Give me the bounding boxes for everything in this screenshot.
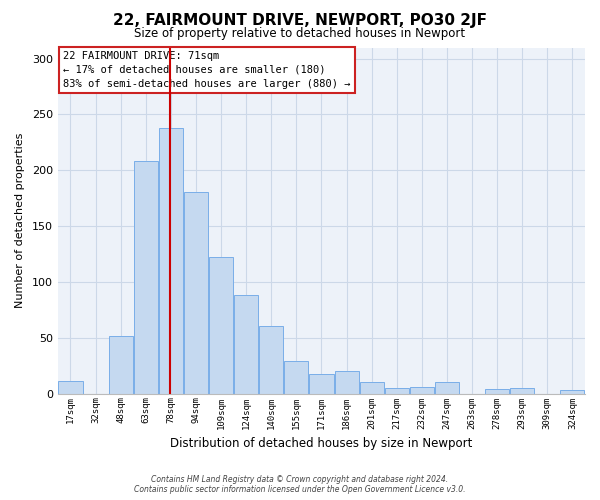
Bar	[234, 296, 258, 394]
Text: 22, FAIRMOUNT DRIVE, NEWPORT, PO30 2JF: 22, FAIRMOUNT DRIVE, NEWPORT, PO30 2JF	[113, 12, 487, 28]
Text: Contains HM Land Registry data © Crown copyright and database right 2024.
Contai: Contains HM Land Registry data © Crown c…	[134, 474, 466, 494]
Bar	[209, 258, 233, 394]
Bar	[310, 374, 334, 394]
Bar	[284, 362, 308, 394]
Bar	[485, 389, 509, 394]
Bar	[159, 128, 183, 394]
Text: 22 FAIRMOUNT DRIVE: 71sqm
← 17% of detached houses are smaller (180)
83% of semi: 22 FAIRMOUNT DRIVE: 71sqm ← 17% of detac…	[63, 51, 351, 89]
Bar	[385, 388, 409, 394]
Bar	[435, 382, 459, 394]
Bar	[359, 382, 384, 394]
Bar	[184, 192, 208, 394]
Bar	[560, 390, 584, 394]
Bar	[510, 388, 535, 394]
Bar	[259, 326, 283, 394]
X-axis label: Distribution of detached houses by size in Newport: Distribution of detached houses by size …	[170, 437, 473, 450]
Bar	[134, 162, 158, 394]
Bar	[410, 387, 434, 394]
Bar	[58, 382, 83, 394]
Bar	[109, 336, 133, 394]
Bar	[335, 372, 359, 394]
Y-axis label: Number of detached properties: Number of detached properties	[15, 133, 25, 308]
Text: Size of property relative to detached houses in Newport: Size of property relative to detached ho…	[134, 28, 466, 40]
